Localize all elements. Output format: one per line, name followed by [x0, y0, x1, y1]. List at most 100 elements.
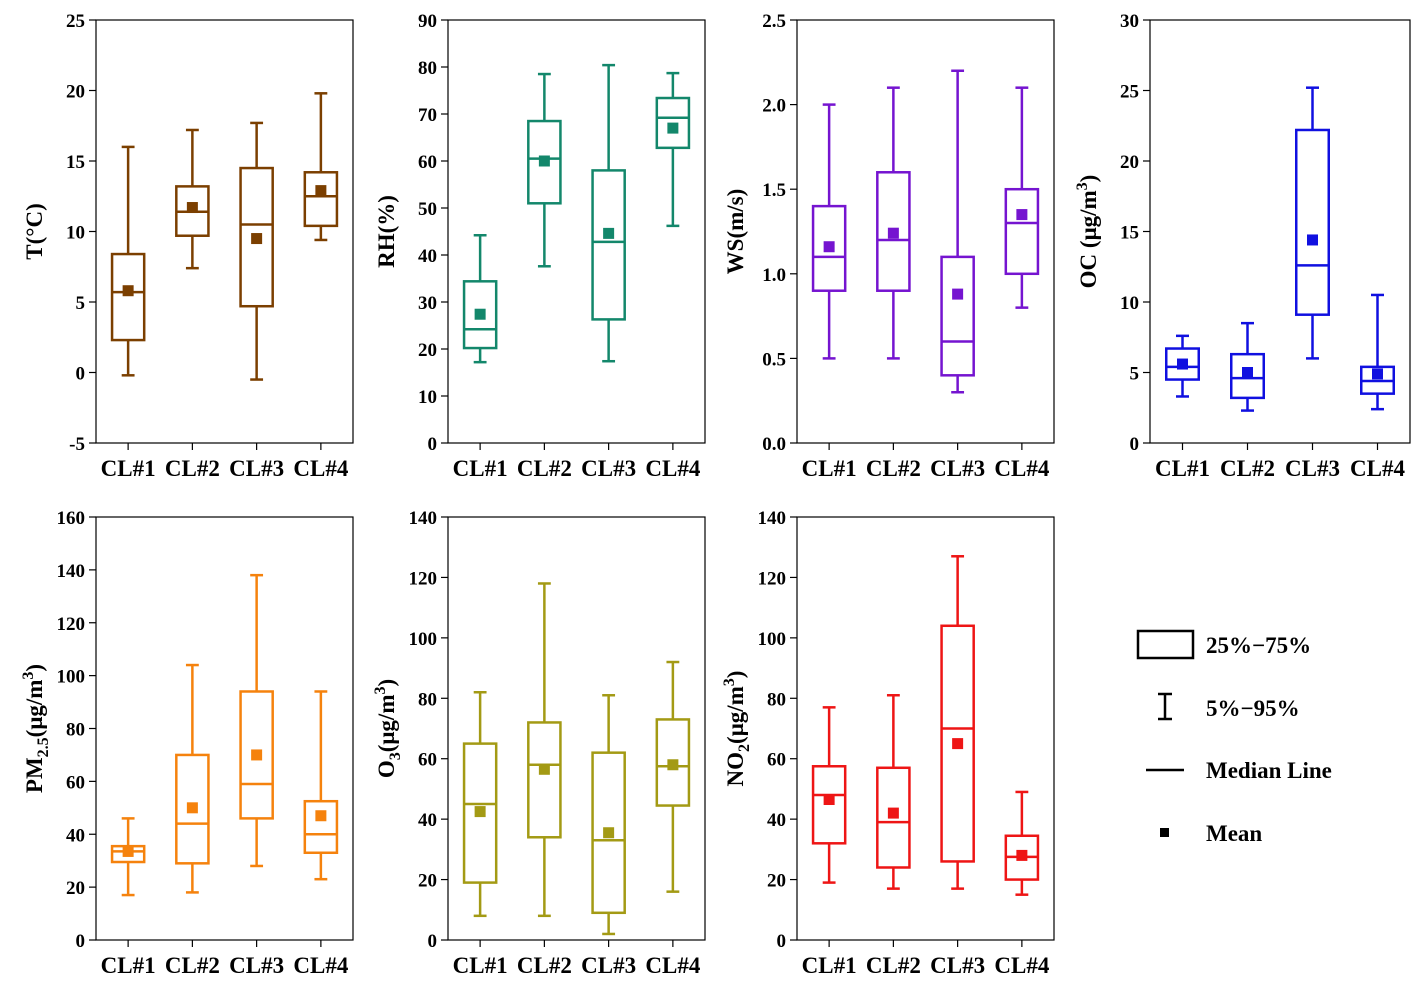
- box-CL#2: [175, 128, 210, 270]
- x-category-label: CL#4: [1350, 456, 1405, 481]
- mean-marker: [823, 794, 835, 806]
- y-tick-label: 30: [418, 293, 437, 314]
- x-category-label: CL#3: [930, 456, 985, 481]
- mean-marker: [1307, 234, 1318, 246]
- y-tick-label: 40: [767, 810, 786, 831]
- iqr-box: [110, 252, 146, 342]
- mean-marker: [667, 759, 679, 771]
- plot-frame: [447, 516, 706, 941]
- y-axis-title: NO2(μg/m3): [721, 671, 753, 787]
- y-tick-label: 15: [1120, 223, 1139, 244]
- y-tick-label: 120: [57, 614, 86, 635]
- box-CL#4: [1004, 86, 1040, 309]
- x-category-label: CL#4: [293, 456, 348, 481]
- box-CL#1: [811, 103, 847, 360]
- mean-marker: [315, 810, 327, 822]
- y-tick-label: 5: [1130, 364, 1140, 385]
- y-tick-label: 80: [418, 689, 437, 710]
- y-tick-label: 0.5: [762, 349, 786, 370]
- y-axis-title: OC (μg/m3): [1074, 175, 1101, 289]
- y-tick-label: 10: [66, 223, 85, 244]
- box-CL#4: [1004, 790, 1040, 896]
- y-tick-label: 140: [409, 508, 438, 529]
- y-tick-label: 140: [758, 508, 787, 529]
- x-category-label: CL#4: [994, 456, 1049, 481]
- box-CL#2: [527, 582, 562, 918]
- x-category-label: CL#4: [293, 953, 348, 978]
- mean-marker: [1177, 358, 1188, 370]
- y-axis-title: O3(μg/m3): [372, 679, 404, 778]
- x-category-label: CL#1: [802, 456, 857, 481]
- box-CL#3: [940, 69, 975, 394]
- y-tick-label: 80: [66, 720, 85, 741]
- plot-frame: [95, 516, 354, 941]
- mean-marker: [1242, 367, 1253, 378]
- iqr-box: [1004, 187, 1040, 276]
- plot-frame: [796, 516, 1055, 941]
- iqr-box: [940, 255, 975, 377]
- y-tick-label: 80: [767, 689, 786, 710]
- legend-label-mean: Mean: [1206, 821, 1262, 846]
- chart-panels: -5 0 5 10 15 20 25 T(°C) CL#1 CL#2 CL#3 CL#4 0 10 20 30…: [20, 11, 1411, 978]
- iqr-box: [462, 280, 498, 350]
- box-CL#3: [591, 694, 626, 936]
- x-category-label: CL#2: [866, 953, 921, 978]
- y-tick-label: 120: [409, 568, 438, 589]
- mean-marker: [186, 802, 198, 814]
- y-tick-label: 20: [66, 82, 85, 103]
- box-CL#2: [876, 694, 911, 890]
- box-CL#1: [110, 817, 146, 897]
- mean-marker: [1016, 849, 1028, 861]
- legend-label-whisker: 5%−95%: [1206, 696, 1300, 721]
- y-tick-label: 0: [777, 931, 787, 952]
- y-tick-label: 1.0: [762, 265, 786, 286]
- iqr-box: [876, 171, 911, 292]
- y-tick-label: 60: [418, 750, 437, 771]
- iqr-box: [1295, 128, 1330, 316]
- y-tick-label: 20: [418, 871, 437, 892]
- x-category-label: CL#3: [1285, 456, 1340, 481]
- y-tick-label: 20: [1120, 152, 1139, 173]
- y-tick-label: 10: [1120, 293, 1139, 314]
- y-tick-label: 60: [418, 152, 437, 173]
- chart-panel-7: 0 20 40 60 80 100 120 140 NO2(μg/m3) CL#1 CL#2 CL#3…: [721, 508, 1055, 978]
- y-tick-label: 0: [1130, 434, 1140, 455]
- chart-panel-6: 0 20 40 60 80 100 120 140 O3(μg/m3) CL#1 CL#2 CL#3 C…: [372, 508, 706, 978]
- mean-marker: [887, 227, 899, 239]
- box-CL#4: [303, 690, 339, 881]
- y-tick-label: 40: [418, 246, 437, 267]
- chart-panel-2: 0 10 20 30 40 50 60 70 80 90 RH(%) CL#1 CL#2 CL#3 CL#4: [374, 11, 706, 481]
- chart-panel-4: 0 5 10 15 20 25 30 OC (μg/m3) CL#1 CL#2 CL#3 CL#4: [1074, 11, 1411, 481]
- y-tick-label: 120: [758, 568, 787, 589]
- y-tick-label: 25: [1120, 82, 1139, 103]
- y-axis-title: WS(m/s): [723, 189, 748, 275]
- box-CL#1: [110, 145, 146, 377]
- mean-marker: [186, 202, 198, 214]
- mean-marker: [122, 845, 134, 857]
- box-CL#2: [527, 72, 562, 268]
- box-CL#2: [1230, 321, 1265, 412]
- box-CL#2: [876, 86, 911, 360]
- x-category-label: CL#1: [101, 456, 156, 481]
- box-legend-icon: [1136, 629, 1195, 660]
- y-tick-label: 2.5: [762, 11, 786, 32]
- y-tick-label: 100: [409, 629, 438, 650]
- x-category-label: CL#2: [517, 953, 572, 978]
- whisker-legend-icon: [1158, 692, 1172, 721]
- y-tick-label: 0.0: [762, 434, 786, 455]
- mean-marker: [952, 288, 964, 300]
- mean-marker: [251, 233, 263, 245]
- x-category-label: CL#1: [453, 456, 508, 481]
- chart-panel-3: 0.0 0.5 1.0 1.5 2.0 2.5 WS(m/s) CL#1 CL#2 CL#3 CL#…: [723, 11, 1055, 481]
- box-CL#3: [940, 555, 975, 890]
- mean-marker: [667, 122, 679, 134]
- chart-panel-1: -5 0 5 10 15 20 25 T(°C) CL#1 CL#2 CL#3 CL#4: [22, 11, 354, 481]
- x-category-label: CL#3: [229, 456, 284, 481]
- box-CL#4: [303, 92, 339, 242]
- mean-marker: [952, 738, 964, 750]
- iqr-box: [527, 721, 562, 839]
- y-axis-title: T(°C): [22, 203, 47, 259]
- iqr-box: [655, 718, 691, 807]
- box-CL#3: [591, 63, 626, 363]
